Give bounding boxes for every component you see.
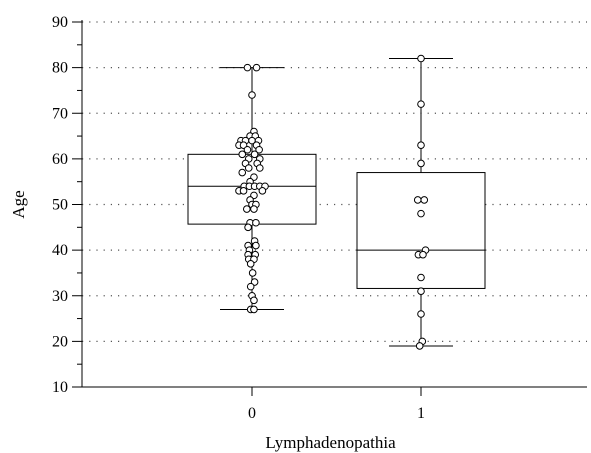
box-iqr [187, 153, 317, 225]
box-group-0 [187, 67, 317, 310]
data-point [248, 91, 256, 99]
y-tick-label: 70 [52, 105, 68, 122]
y-tick-label: 90 [52, 14, 68, 31]
data-point [256, 164, 264, 172]
y-tick-label: 30 [52, 288, 68, 305]
data-point [258, 187, 267, 195]
x-tick-label: 1 [417, 405, 425, 422]
data-point [246, 260, 255, 268]
data-point [417, 273, 425, 282]
box-iqr [356, 172, 486, 289]
data-point [415, 342, 424, 350]
data-point [252, 241, 260, 250]
x-axis-title: Lymphadenopathia [265, 433, 396, 452]
data-point [419, 250, 427, 259]
data-point [239, 187, 248, 195]
data-point [243, 205, 251, 213]
data-point [417, 287, 425, 295]
y-axis-title: Age [9, 190, 28, 218]
data-point [417, 141, 425, 149]
data-point [417, 159, 425, 168]
data-point [417, 209, 425, 218]
y-tick-label: 60 [52, 151, 68, 168]
data-point [417, 54, 425, 63]
data-point [243, 63, 252, 72]
data-point [248, 269, 257, 277]
data-point [250, 305, 258, 314]
data-point [417, 100, 425, 108]
data-point [252, 63, 261, 72]
data-point [413, 196, 422, 204]
data-points [235, 54, 430, 350]
data-point [417, 310, 425, 318]
data-point [255, 145, 263, 154]
boxes [187, 58, 486, 347]
y-tick-label: 80 [52, 60, 68, 77]
data-point [250, 296, 258, 305]
axes: 10 20 30 40 50 60 70 80 90 0 1 [52, 14, 587, 422]
y-tick-label: 50 [52, 197, 68, 214]
data-point [246, 282, 255, 291]
data-point [252, 218, 260, 227]
data-point [250, 205, 258, 213]
data-point [238, 168, 247, 177]
data-point [420, 196, 429, 204]
data-point [244, 164, 253, 172]
box-group-1 [356, 58, 486, 347]
x-tick-label: 0 [248, 405, 256, 422]
y-tick-label: 20 [52, 333, 68, 350]
y-tick-label: 10 [52, 379, 68, 396]
data-point [244, 223, 252, 232]
data-point [238, 150, 247, 159]
data-point [243, 145, 252, 154]
y-tick-label: 40 [52, 242, 68, 259]
data-point [250, 150, 259, 159]
grid-lines [82, 21, 587, 342]
